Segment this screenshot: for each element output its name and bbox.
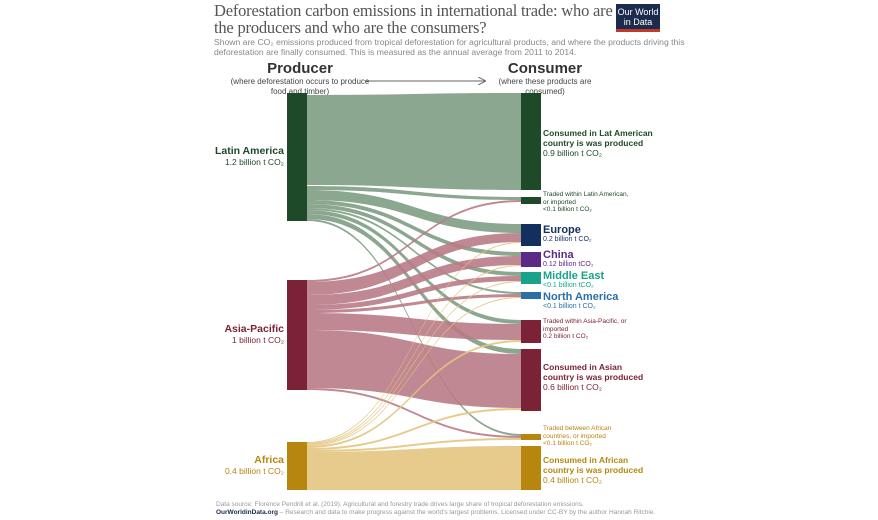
consumer-name: Traded within Asia-Pacific, or imported (543, 318, 627, 333)
flow-africa-to-africa_t[interactable] (307, 438, 521, 452)
consumer-node-africa_c[interactable] (521, 446, 541, 490)
flow-asia-to-asia_c[interactable] (307, 330, 521, 408)
owid-logo[interactable]: Our World in Data (616, 4, 660, 32)
consumer-value: <0.1 billion t CO₂ (543, 303, 596, 310)
flow-africa-to-europe[interactable] (307, 242, 521, 443)
consumer-label-china: China 0.12 billion tCO₂ (543, 250, 653, 269)
consumer-value: 0.2 billion t CO₂ (543, 236, 592, 243)
consumer-name: China (543, 249, 574, 261)
consumer-label-africa_t: Traded between African countries, or imp… (543, 425, 633, 448)
consumer-label-latam_t: Traded within Latin American, or importe… (543, 191, 633, 214)
consumer-node-africa_t[interactable] (521, 434, 541, 440)
consumer-node-europe[interactable] (521, 224, 541, 246)
tagline: – Research and data to make progress aga… (278, 509, 500, 516)
consumer-value: <0.1 billion tCO₂ (543, 282, 594, 289)
consumer-label-asia_t: Traded within Asia-Pacific, or imported 0… (543, 318, 633, 341)
consumer-header: Consumer (where these products are consu… (490, 60, 600, 96)
consumer-name: North America (543, 291, 619, 303)
flow-latam-to-europe[interactable] (307, 190, 521, 233)
owid-link[interactable]: OurWorldinData.org (216, 509, 278, 516)
consumer-name: Middle East (543, 270, 605, 282)
flow-africa-to-asia_t[interactable] (307, 340, 521, 448)
chart-header: Deforestation carbon emissions in intern… (214, 2, 704, 57)
consumer-node-latam_t[interactable] (521, 197, 541, 204)
flow-asia-to-latam_t[interactable] (307, 200, 521, 282)
producer-value: 1.2 billion t CO₂ (224, 157, 284, 167)
consumer-node-latam_c[interactable] (521, 93, 541, 190)
consumer-heading: Consumer (507, 60, 583, 77)
consumer-label-latam_c: Consumed in Lat American country is was … (543, 128, 653, 158)
flow-latam-to-china[interactable] (307, 200, 521, 256)
producer-node-africa[interactable] (287, 442, 307, 490)
consumer-label-europe: Europe 0.2 billion t CO₂ (543, 225, 653, 244)
producer-label-asia: Asia-Pacific 1 billion t CO₂ (180, 323, 284, 345)
consumer-value: 0.12 billion tCO₂ (543, 261, 594, 268)
flow-asia-to-me[interactable] (307, 276, 521, 310)
consumer-value: 0.6 billion t CO₂ (543, 382, 603, 392)
consumer-name: Consumed in Asian country is was produce… (543, 362, 644, 382)
producer-value: 0.4 billion t CO₂ (224, 466, 284, 476)
flow-africa-to-china[interactable] (307, 265, 521, 444)
producer-label-africa: Africa 0.4 billion t CO₂ (180, 454, 284, 476)
consumer-label-africa_c: Consumed in African country is was produ… (543, 455, 653, 485)
chart-title: Deforestation carbon emissions in intern… (214, 1, 613, 37)
consumer-value: <0.1 billion t CO₂ (543, 206, 592, 213)
flow-asia-to-asia_t[interactable] (307, 313, 521, 340)
consumer-value: <0.1 billion t CO₂ (543, 440, 592, 447)
flow-asia-to-africa_t[interactable] (307, 388, 521, 438)
consumer-name: Europe (543, 224, 581, 236)
flow-asia-to-china[interactable] (307, 256, 521, 305)
footer: Data source: Florence Pendrill et al. (2… (216, 501, 655, 517)
flow-africa-to-na[interactable] (307, 297, 521, 446)
consumer-subheading: (where these products are consumed) (498, 77, 592, 96)
producer-label-latam: Latin America 1.2 billion t CO₂ (180, 145, 284, 167)
producer-name: Latin America (214, 145, 284, 157)
producer-name: Asia-Pacific (224, 323, 284, 335)
consumer-name: Consumed in African country is was produ… (543, 455, 644, 475)
flow-asia-to-europe[interactable] (307, 233, 521, 295)
consumer-value: 0.4 billion t CO₂ (543, 475, 603, 485)
flow-latam-to-latam_c[interactable] (307, 93, 521, 190)
consumer-name: Traded between African countries, or imp… (543, 425, 612, 440)
producer-node-latam[interactable] (287, 93, 307, 221)
consumer-node-asia_c[interactable] (521, 349, 541, 411)
data-source: Data source: Florence Pendrill et al. (2… (216, 501, 584, 508)
consumer-name: Traded within Latin American, or importe… (543, 191, 629, 206)
consumer-label-asia_c: Consumed in Asian country is was produce… (543, 362, 653, 392)
consumer-node-asia_t[interactable] (521, 320, 541, 343)
flow-africa-to-africa_c[interactable] (307, 446, 521, 490)
producer-header: Producer (where deforestation occurs to … (230, 60, 370, 96)
flow-asia-to-na[interactable] (307, 294, 521, 313)
consumer-name: Consumed in Lat American country is was … (543, 128, 653, 148)
producer-subheading: (where deforestation occurs to produce f… (230, 77, 370, 96)
consumer-label-me: Middle East <0.1 billion tCO₂ (543, 271, 653, 290)
flow-latam-to-na[interactable] (307, 208, 521, 294)
consumer-label-na: North America <0.1 billion t CO₂ (543, 292, 653, 311)
license: Licensed under CC-BY by the author Hanna… (501, 509, 656, 516)
flow-africa-to-me[interactable] (307, 281, 521, 445)
consumer-value: 0.9 billion t CO₂ (543, 148, 603, 158)
consumer-node-china[interactable] (521, 252, 541, 267)
producer-name: Africa (254, 454, 284, 466)
producer-value: 1 billion t CO₂ (232, 335, 284, 345)
consumer-node-me[interactable] (521, 272, 541, 284)
consumer-value: 0.2 billion t CO₂ (543, 333, 589, 340)
chart-subtitle: Shown are CO₂ emissions produced from tr… (214, 37, 685, 57)
consumer-node-na[interactable] (521, 292, 541, 299)
producer-node-asia[interactable] (287, 280, 307, 390)
producer-heading: Producer (267, 60, 333, 77)
flow-latam-to-latam_t[interactable] (307, 186, 521, 200)
flow-africa-to-asia_c[interactable] (307, 408, 521, 450)
